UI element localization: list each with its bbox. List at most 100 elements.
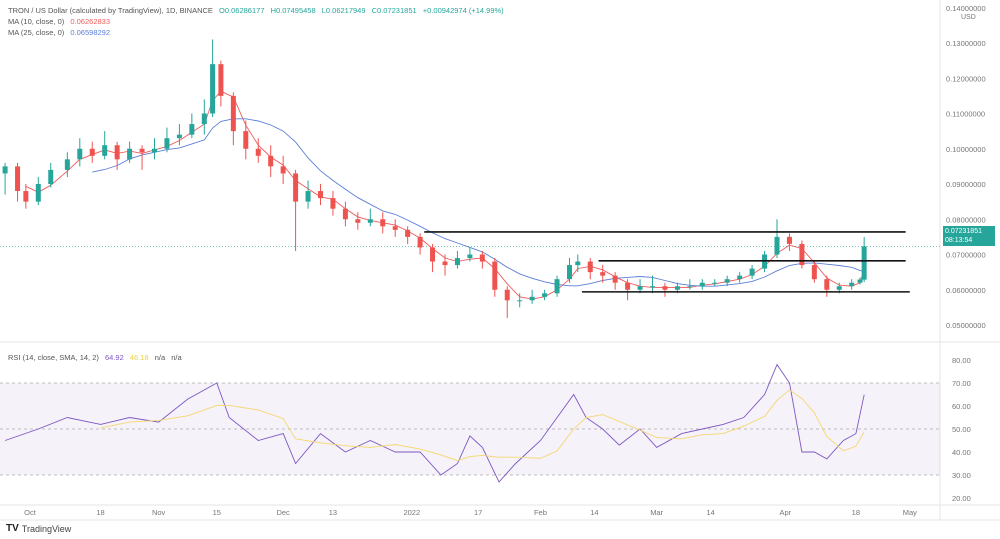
candle-body bbox=[102, 145, 108, 156]
candle bbox=[293, 169, 299, 251]
candle bbox=[127, 141, 133, 163]
candle-body bbox=[650, 286, 655, 288]
time-tick-label: 17 bbox=[474, 508, 482, 517]
candle bbox=[650, 275, 655, 294]
candle-body bbox=[139, 148, 145, 153]
candle-body bbox=[176, 134, 182, 139]
tradingview-logo-icon: TV bbox=[6, 523, 19, 534]
candle bbox=[305, 180, 311, 209]
time-tick-label: Feb bbox=[534, 508, 547, 517]
candle-body bbox=[799, 243, 805, 266]
price-tick-label: 0.10000000 bbox=[946, 145, 986, 154]
time-tick-label: Nov bbox=[152, 508, 166, 517]
time-tick-label: Apr bbox=[779, 508, 791, 517]
symbol-title: TRON / US Dollar (calculated by TradingV… bbox=[8, 6, 213, 15]
candle-body bbox=[467, 254, 473, 259]
candle bbox=[23, 184, 29, 209]
rsi-tick-label: 30.00 bbox=[952, 471, 971, 480]
candle bbox=[454, 250, 460, 269]
candle bbox=[380, 212, 386, 234]
tradingview-logo[interactable]: TV TradingView bbox=[6, 523, 71, 534]
candle-body bbox=[811, 265, 817, 280]
candle bbox=[114, 141, 120, 170]
candle-body bbox=[127, 148, 133, 160]
time-tick-label: 2022 bbox=[403, 508, 420, 517]
ma25-legend[interactable]: MA (25, close, 0) 0.06598292 bbox=[8, 27, 114, 38]
candle-body bbox=[342, 208, 348, 220]
candle-body bbox=[674, 286, 680, 290]
candle bbox=[492, 258, 498, 297]
time-tick-label: Mar bbox=[650, 508, 663, 517]
candle-body bbox=[857, 279, 863, 283]
candle bbox=[786, 233, 792, 251]
candle bbox=[280, 155, 286, 184]
candle-body bbox=[380, 219, 386, 227]
candle bbox=[857, 277, 863, 285]
candle bbox=[15, 162, 21, 202]
time-tick-label: 15 bbox=[213, 508, 221, 517]
candle-body bbox=[824, 279, 830, 290]
candle-body bbox=[699, 282, 705, 287]
candle-body bbox=[318, 191, 323, 199]
ma10-legend[interactable]: MA (10, close, 0) 0.06262833 bbox=[8, 16, 114, 27]
ma10-line bbox=[25, 90, 865, 300]
candle-body bbox=[210, 64, 216, 114]
price-tick-label: 0.05000000 bbox=[946, 321, 986, 330]
ma10-label: MA (10, close, 0) bbox=[8, 17, 65, 26]
candle bbox=[218, 60, 224, 107]
open-value: O0.06286177 bbox=[219, 6, 265, 15]
candle bbox=[367, 208, 373, 227]
candle bbox=[479, 250, 485, 269]
ma25-label: MA (25, close, 0) bbox=[8, 28, 65, 37]
candle bbox=[139, 145, 145, 170]
candle-body bbox=[479, 254, 485, 262]
candle bbox=[230, 92, 236, 146]
candle-body bbox=[849, 282, 855, 287]
candle-body bbox=[712, 282, 718, 284]
candle bbox=[417, 233, 423, 255]
candle-body bbox=[392, 226, 398, 230]
candle bbox=[567, 258, 572, 283]
candle-body bbox=[255, 148, 261, 156]
candle bbox=[35, 176, 41, 206]
rsi-na-2: n/a bbox=[171, 353, 182, 362]
candle-body bbox=[542, 293, 548, 297]
rsi-legend[interactable]: RSI (14, close, SMA, 14, 2) 64.92 46.18 … bbox=[8, 352, 186, 363]
change-value: +0.00942974 (+14.99%) bbox=[422, 6, 504, 15]
candle-body bbox=[454, 258, 460, 266]
candle-body bbox=[35, 184, 41, 202]
candle bbox=[799, 240, 805, 269]
candle-body bbox=[77, 148, 83, 160]
candle bbox=[77, 138, 83, 167]
candle bbox=[342, 201, 348, 227]
candle-body bbox=[724, 279, 730, 283]
candle-body bbox=[355, 219, 361, 223]
candle-body bbox=[230, 95, 236, 132]
candle bbox=[189, 113, 195, 139]
candle-body bbox=[637, 286, 643, 290]
candle bbox=[442, 254, 448, 276]
candle-body bbox=[89, 148, 95, 156]
last-price-label: 0.07231851 08:13:54 bbox=[943, 226, 995, 246]
countdown-timer: 08:13:54 bbox=[945, 237, 973, 244]
candle bbox=[612, 272, 618, 290]
high-value: H0.07495458 bbox=[270, 6, 316, 15]
time-tick-label: 18 bbox=[852, 508, 860, 517]
candle bbox=[48, 162, 54, 188]
candle bbox=[600, 265, 606, 283]
price-tick-label: 0.11000000 bbox=[946, 110, 985, 119]
candle bbox=[542, 289, 548, 301]
candle-body bbox=[504, 289, 510, 301]
time-tick-label: Dec bbox=[276, 508, 290, 517]
candle bbox=[625, 279, 631, 301]
candle-body bbox=[305, 191, 311, 202]
symbol-legend: TRON / US Dollar (calculated by TradingV… bbox=[8, 5, 508, 16]
candle-body bbox=[152, 148, 157, 153]
rsi-tick-label: 60.00 bbox=[952, 402, 971, 411]
candle-body bbox=[218, 64, 224, 96]
candle-body bbox=[164, 138, 170, 149]
ma25-value: 0.06598292 bbox=[70, 28, 110, 37]
candle bbox=[2, 162, 8, 195]
candle-body bbox=[600, 272, 606, 276]
